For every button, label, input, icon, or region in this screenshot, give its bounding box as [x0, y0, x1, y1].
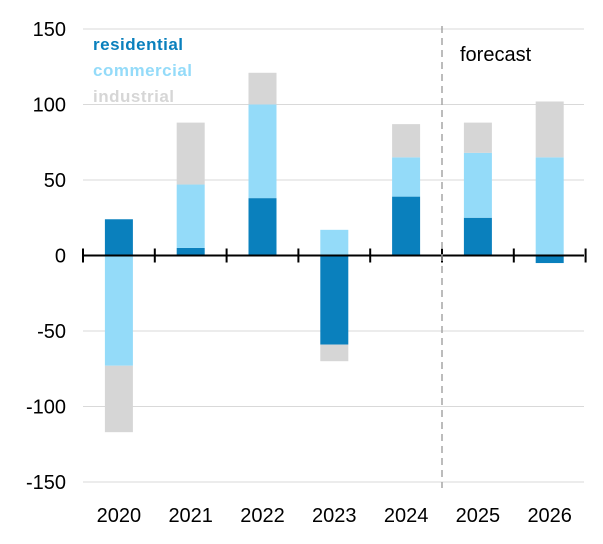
bars: [104, 72, 564, 433]
bar-residential-2021: [176, 247, 205, 256]
legend-entry-commercial: commercial: [93, 61, 193, 80]
bar-commercial-2021: [176, 184, 205, 248]
bar-industrial-2022: [248, 72, 277, 105]
bar-commercial-2026: [535, 157, 564, 256]
x-tick-label-2022: 2022: [240, 505, 285, 527]
y-tick-label-100: 100: [33, 95, 66, 117]
y-tick-label--150: -150: [26, 472, 66, 494]
bar-industrial-2026: [535, 101, 564, 158]
bar-residential-2020: [104, 219, 133, 256]
bar-industrial-2024: [392, 124, 421, 158]
x-tick-label-2021: 2021: [168, 505, 213, 527]
forecast-marker: forecast: [441, 26, 532, 488]
bar-industrial-2021: [176, 122, 205, 185]
legend: residential commercial industrial: [93, 35, 193, 106]
bar-commercial-2020: [104, 255, 133, 366]
y-tick-label-150: 150: [33, 19, 66, 41]
x-tick-label-2025: 2025: [456, 505, 501, 527]
legend-entry-residential: residential: [93, 35, 184, 54]
bar-residential-2025: [463, 217, 492, 256]
y-tick-labels: 150 100 50 0 -50 -100 -150: [26, 19, 66, 494]
legend-entry-industrial: industrial: [93, 87, 175, 106]
bar-residential-2026: [535, 255, 564, 264]
x-tick-label-2024: 2024: [384, 505, 429, 527]
x-tick-label-2026: 2026: [527, 505, 572, 527]
bar-commercial-2023: [320, 229, 349, 256]
bar-residential-2022: [248, 198, 277, 256]
y-tick-label--100: -100: [26, 397, 66, 419]
bar-residential-2024: [392, 196, 421, 256]
bar-commercial-2024: [392, 157, 421, 197]
forecast-label: forecast: [460, 44, 532, 66]
bar-industrial-2025: [463, 122, 492, 153]
bar-industrial-2023: [320, 344, 349, 362]
bar-industrial-2020: [104, 365, 133, 433]
x-tick-label-2023: 2023: [312, 505, 357, 527]
y-tick-label-50: 50: [44, 170, 66, 192]
bar-commercial-2025: [463, 152, 492, 218]
bar-commercial-2022: [248, 104, 277, 199]
x-tick-labels: 2020 2021 2022 2023 2024 2025 2026: [97, 505, 572, 527]
bar-residential-2023: [320, 255, 349, 345]
y-tick-label-0: 0: [55, 246, 66, 268]
x-tick-label-2020: 2020: [97, 505, 142, 527]
y-tick-label--50: -50: [37, 321, 66, 343]
gridlines: [83, 28, 584, 483]
